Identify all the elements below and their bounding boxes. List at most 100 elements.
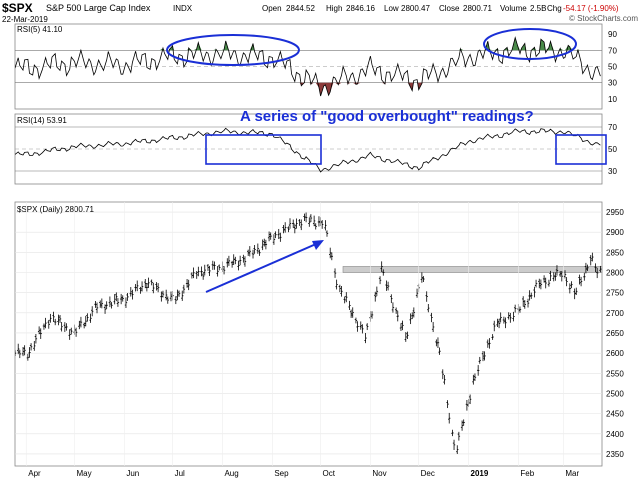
price-legend-value: 2800.71 <box>65 205 94 214</box>
price-bar <box>267 231 271 242</box>
month-tick-label: Sep <box>274 469 289 478</box>
price-bar <box>288 218 292 229</box>
price-bar <box>528 290 531 301</box>
price-bar <box>126 292 129 301</box>
price-bar <box>396 310 399 322</box>
price-bar <box>364 333 367 344</box>
price-bar <box>493 320 496 332</box>
price-bar <box>314 223 317 230</box>
rsi5-legend-label: RSI(5) <box>17 25 40 34</box>
price-tick-label: 2500 <box>606 389 624 398</box>
price-bar <box>534 279 538 288</box>
price-bar <box>99 300 102 308</box>
price-bar <box>166 296 169 304</box>
price-bar <box>150 279 153 286</box>
month-tick-label: Jun <box>126 469 139 478</box>
price-bar <box>390 294 393 304</box>
month-tick-label: Aug <box>224 469 238 478</box>
price-bar <box>156 283 160 293</box>
price-bar <box>121 295 124 302</box>
price-bar <box>17 343 20 355</box>
price-bar <box>547 279 551 287</box>
price-bar <box>375 286 379 297</box>
price-bar <box>330 252 334 261</box>
rsi14-legend: RSI(14) 53.91 <box>17 116 67 125</box>
rsi5-legend-value: 41.10 <box>42 25 63 34</box>
price-bar <box>348 300 351 310</box>
price-bar <box>242 254 245 263</box>
price-bar <box>401 320 404 331</box>
price-bar <box>544 277 547 289</box>
price-bar <box>583 272 586 281</box>
price-bar <box>491 334 494 340</box>
month-tick-label: Mar <box>565 469 579 478</box>
price-bar <box>264 239 268 250</box>
price-bar <box>269 232 272 240</box>
price-bar <box>201 272 205 280</box>
rsi14-series-line <box>15 127 601 173</box>
price-bar <box>349 309 353 318</box>
date-label: 22-Mar-2019 <box>2 15 48 24</box>
annotations: A series of "good overbought" readings? <box>166 28 607 293</box>
price-bar <box>359 321 362 330</box>
price-tick-label: 2950 <box>606 208 624 217</box>
price-bar <box>542 275 546 283</box>
price-bar <box>486 339 490 348</box>
price-bar <box>261 239 264 251</box>
rsi5-tick-label: 90 <box>608 30 617 39</box>
month-tick-label: Apr <box>28 469 41 478</box>
price-tick-label: 2900 <box>606 228 624 237</box>
price-bar <box>144 279 147 289</box>
price-bar <box>427 303 430 313</box>
price-bar <box>226 258 229 268</box>
price-bar <box>476 365 480 376</box>
price-bar <box>422 276 425 282</box>
resistance-band <box>342 266 603 273</box>
price-bar <box>78 320 81 330</box>
price-bar <box>277 228 280 240</box>
price-bar <box>256 243 260 254</box>
price-bar <box>340 285 343 297</box>
price-bar <box>385 280 388 291</box>
price-bar <box>34 334 38 344</box>
price-bar <box>58 315 62 323</box>
price-bar <box>110 302 113 309</box>
rsi14-highlight-box-right <box>555 134 607 165</box>
price-bar <box>161 290 165 298</box>
price-bar <box>533 286 536 298</box>
price-bar <box>197 266 200 277</box>
price-bar <box>94 301 97 308</box>
price-bar <box>119 293 123 305</box>
price-bar <box>74 327 78 337</box>
price-bar <box>115 292 118 302</box>
price-tick-label: 2800 <box>606 269 624 278</box>
open-value: 2844.52 <box>286 4 315 13</box>
price-bar <box>234 256 237 265</box>
price-bar <box>298 219 301 226</box>
price-bar <box>430 312 433 323</box>
price-bar <box>451 429 454 437</box>
price-bar <box>579 276 583 287</box>
price-bar <box>472 374 475 385</box>
price-bar <box>287 226 290 233</box>
price-bar <box>243 256 247 267</box>
price-bar <box>555 265 559 276</box>
price-bar <box>129 287 132 297</box>
price-bar <box>441 369 444 380</box>
price-bar <box>530 292 533 299</box>
price-bar <box>460 420 464 431</box>
volume-value: 2.5B <box>530 4 546 13</box>
price-bar <box>573 288 576 300</box>
trend-arrow-line <box>205 243 317 293</box>
rsi5-tick-label: 50 <box>608 63 617 72</box>
price-bar <box>105 301 108 310</box>
price-tick-label: 2700 <box>606 309 624 318</box>
rsi5-tick-label: 70 <box>608 46 617 55</box>
overbought-ellipse-right <box>483 28 577 60</box>
price-bar <box>222 266 226 275</box>
price-bar <box>584 262 588 274</box>
price-bar <box>155 282 158 291</box>
price-bars <box>15 212 602 454</box>
price-bar <box>578 274 581 285</box>
